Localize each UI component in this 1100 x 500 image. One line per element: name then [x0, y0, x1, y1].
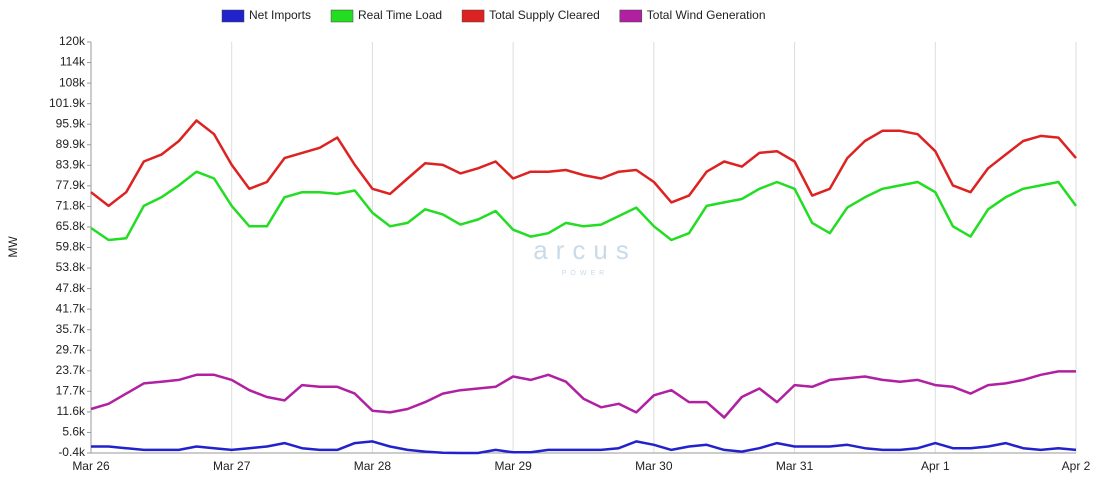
x-tick-label: Mar 30 [635, 459, 673, 473]
y-tick-label: 83.9k [56, 157, 86, 171]
series-line [90, 370, 1076, 419]
y-tick-label: 114k [60, 55, 86, 69]
y-axis-label: MW [6, 236, 20, 258]
x-tick-label: Apr 2 [1062, 459, 1091, 473]
y-tick-label: 11.6k [57, 404, 86, 418]
legend-label: Total Wind Generation [647, 8, 766, 22]
y-tick-label: 71.8k [56, 199, 86, 213]
watermark: arcus [533, 235, 637, 265]
x-tick-label: Mar 27 [213, 459, 251, 473]
y-tick-label: 77.9k [56, 178, 86, 192]
y-tick-label: 23.7k [56, 363, 86, 377]
watermark-sub: POWER [562, 270, 608, 277]
x-tick-label: Apr 1 [921, 459, 950, 473]
series-line [90, 170, 1078, 242]
x-tick-label: Mar 26 [72, 459, 110, 473]
legend-label: Net Imports [249, 8, 311, 22]
y-tick-label: 108k [59, 75, 86, 89]
legend-label: Real Time Load [358, 8, 442, 22]
x-tick-label: Mar 28 [354, 459, 392, 473]
legend-swatch [221, 9, 245, 23]
series-line [90, 119, 1077, 208]
y-tick-label: 41.7k [56, 301, 86, 315]
y-tick-label: 65.8k [56, 219, 86, 233]
x-tick-label: Mar 31 [776, 459, 814, 473]
legend-label: Total Supply Cleared [489, 8, 600, 22]
y-tick-label: 101.9k [49, 96, 86, 110]
y-tick-label: 35.7k [56, 322, 86, 336]
y-tick-label: 17.7k [56, 384, 86, 398]
y-tick-label: 53.8k [56, 260, 86, 274]
y-tick-label: -0.4k [58, 445, 86, 459]
y-tick-label: 47.8k [56, 281, 86, 295]
x-tick-label: Mar 29 [494, 459, 532, 473]
y-tick-label: 5.6k [62, 425, 86, 439]
series-line [91, 440, 1077, 455]
legend-swatch [461, 9, 485, 23]
y-tick-label: 89.9k [56, 137, 86, 151]
y-tick-label: 29.7k [56, 342, 86, 356]
y-tick-label: 59.8k [56, 240, 86, 254]
legend-swatch [330, 9, 354, 23]
y-tick-label: 120k [59, 34, 86, 48]
y-tick-label: 95.9k [56, 116, 86, 130]
legend-swatch [619, 9, 643, 23]
